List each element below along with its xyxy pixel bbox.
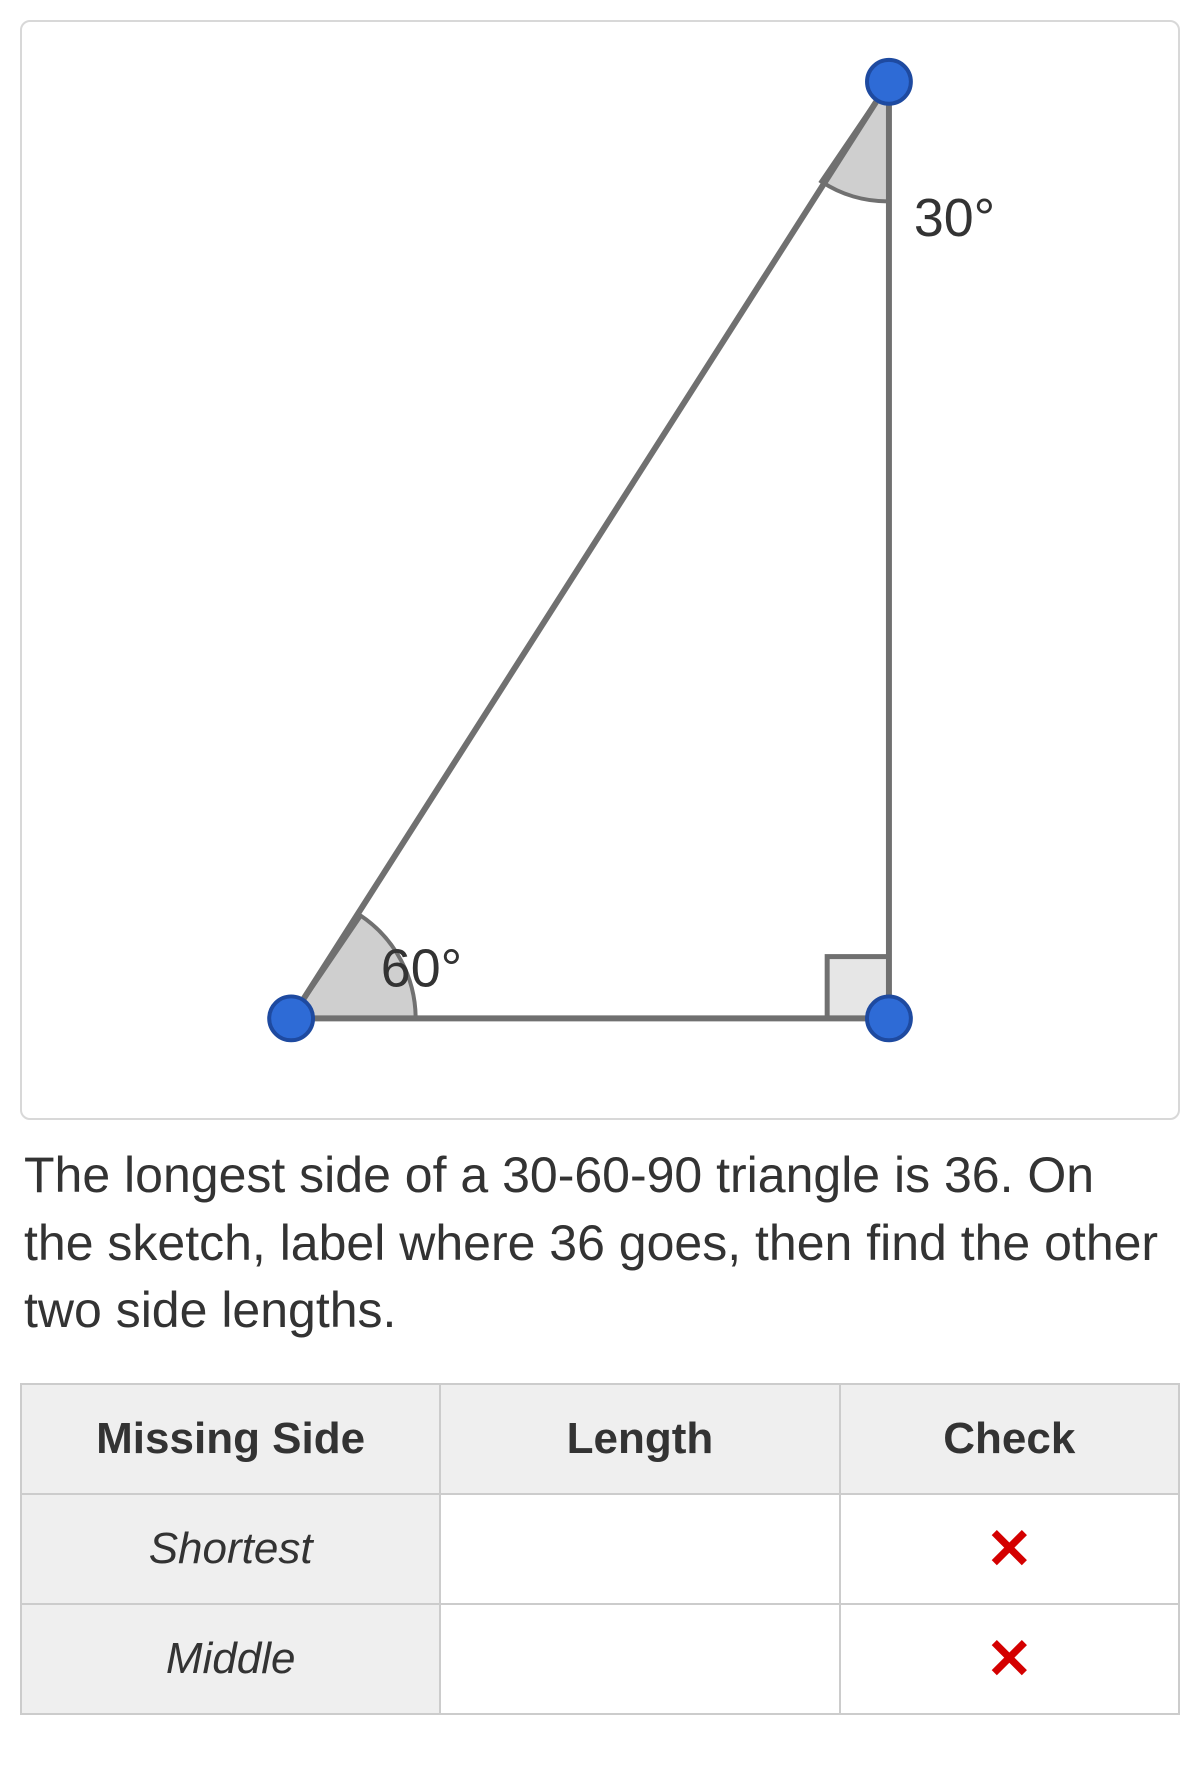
row-length-middle[interactable] [440, 1604, 839, 1714]
vertex-right [867, 996, 911, 1040]
vertex-left [269, 996, 313, 1040]
row-label-middle: Middle [21, 1604, 440, 1714]
header-length: Length [440, 1384, 839, 1494]
x-icon: ✕ [986, 1517, 1033, 1580]
row-length-shortest[interactable] [440, 1494, 839, 1604]
triangle-diagram: 30° 60° [20, 20, 1180, 1120]
table-row: Middle ✕ [21, 1604, 1179, 1714]
x-icon: ✕ [986, 1627, 1033, 1690]
vertex-top [867, 60, 911, 104]
angle-label-60: 60° [381, 938, 462, 998]
angle-label-30: 30° [914, 188, 995, 248]
side-hypotenuse [291, 82, 889, 1019]
row-check-middle: ✕ [840, 1604, 1179, 1714]
answer-table: Missing Side Length Check Shortest ✕ Mid… [20, 1383, 1180, 1715]
question-text: The longest side of a 30-60-90 triangle … [24, 1142, 1176, 1345]
table-header-row: Missing Side Length Check [21, 1384, 1179, 1494]
table-row: Shortest ✕ [21, 1494, 1179, 1604]
row-check-shortest: ✕ [840, 1494, 1179, 1604]
header-check: Check [840, 1384, 1179, 1494]
row-label-shortest: Shortest [21, 1494, 440, 1604]
header-missing-side: Missing Side [21, 1384, 440, 1494]
triangle-svg: 30° 60° [22, 22, 1178, 1118]
